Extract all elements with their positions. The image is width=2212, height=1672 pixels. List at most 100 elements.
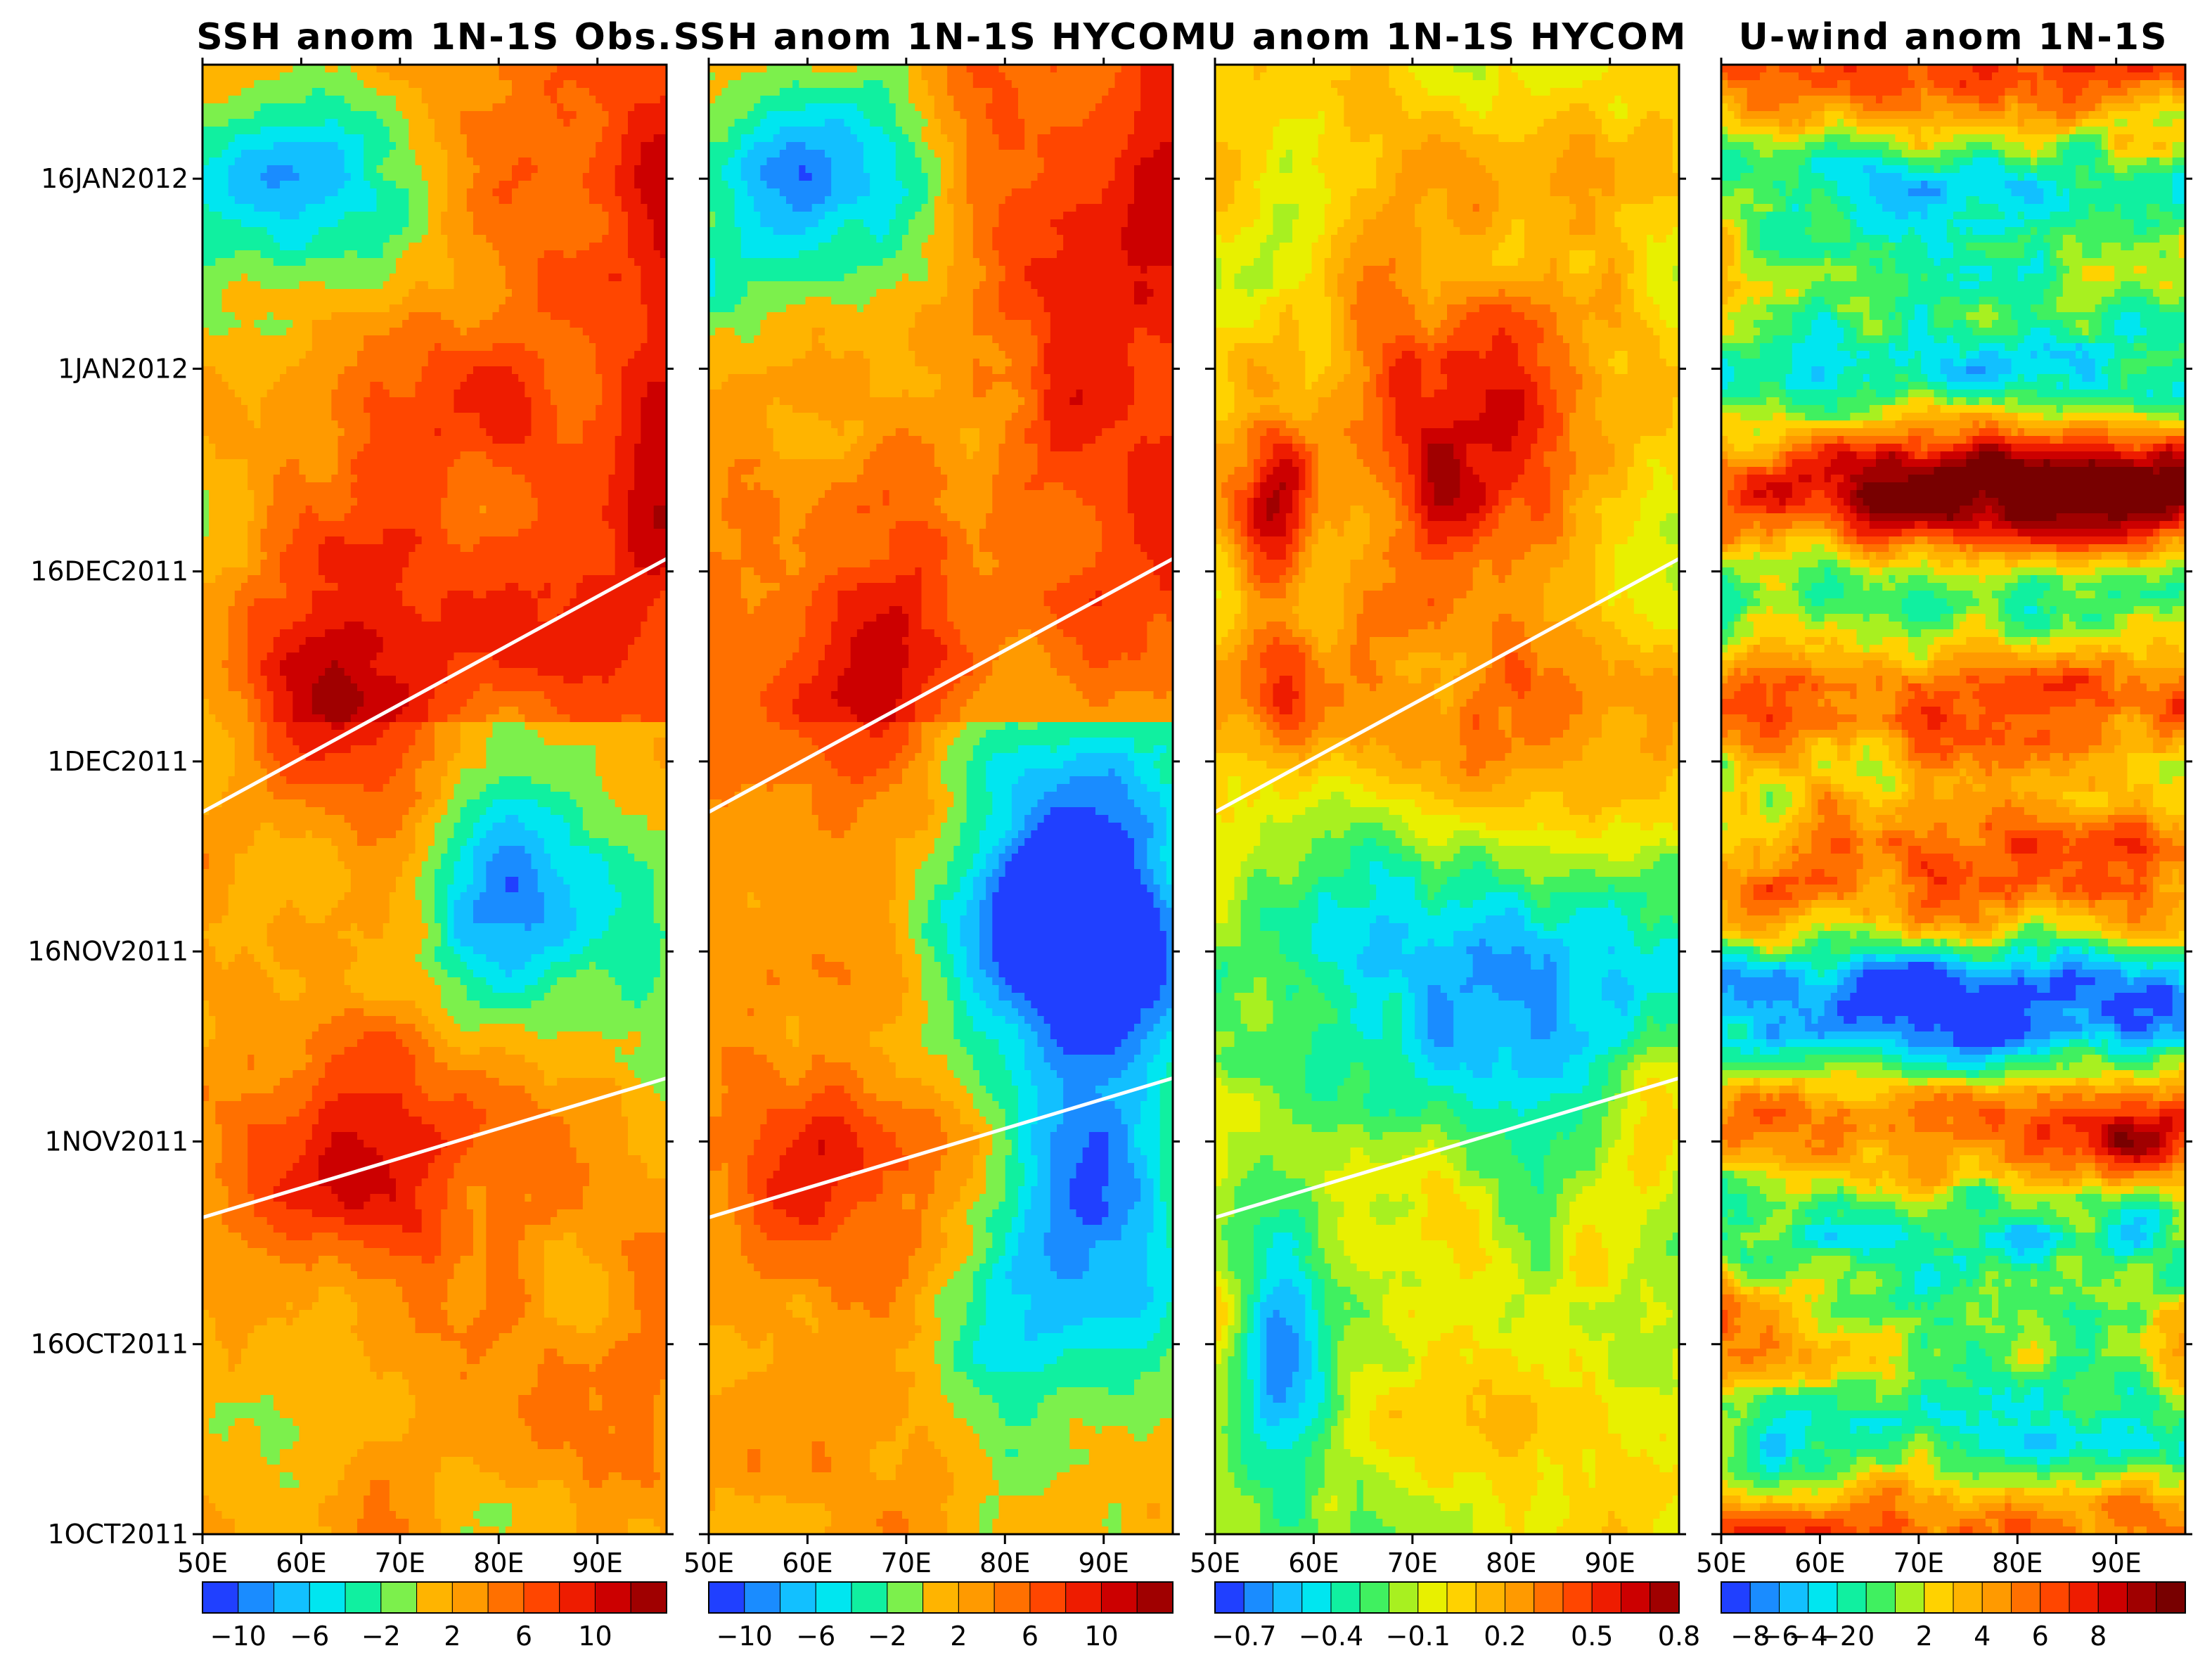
- heatmap-cell: [1005, 1240, 1019, 1249]
- heatmap-cell: [505, 815, 519, 823]
- heatmap-cell: [499, 776, 532, 785]
- heatmap-cell: [927, 235, 954, 243]
- heatmap-cell: [1492, 212, 1576, 220]
- heatmap-cell: [266, 1318, 287, 1326]
- heatmap-cell: [863, 722, 890, 731]
- heatmap-cell: [1666, 467, 1679, 475]
- heatmap-cell: [947, 475, 993, 483]
- heatmap-cell: [382, 1155, 435, 1164]
- heatmap-cell: [818, 1325, 922, 1334]
- heatmap-cell: [747, 1178, 768, 1187]
- heatmap-cell: [1498, 80, 1525, 89]
- heatmap-cell: [709, 335, 742, 344]
- heatmap-cell: [202, 359, 300, 367]
- heatmap-cell: [266, 652, 287, 661]
- heatmap-cell: [344, 96, 397, 104]
- heatmap-cell: [447, 529, 519, 537]
- heatmap-cell: [1018, 88, 1109, 96]
- heatmap-cell: [582, 328, 648, 336]
- heatmap-cell: [1337, 289, 1358, 297]
- heatmap-cell: [228, 142, 274, 150]
- heatmap-cell: [441, 792, 455, 800]
- heatmap-cell: [247, 1147, 307, 1156]
- heatmap-cell: [1159, 769, 1173, 777]
- heatmap-cell: [1011, 1001, 1031, 1009]
- heatmap-cell: [473, 1526, 500, 1534]
- heatmap-cell: [570, 1140, 629, 1148]
- heatmap-cell: [1311, 250, 1332, 259]
- heatmap-cell: [364, 1140, 448, 1148]
- heatmap-cell: [241, 320, 255, 328]
- heatmap-cell: [986, 1364, 1045, 1372]
- heatmap-cell: [1273, 142, 1319, 150]
- heatmap-cell: [499, 846, 525, 854]
- heatmap-cell: [531, 776, 603, 785]
- heatmap-cell: [870, 297, 941, 305]
- heatmap-cell: [1614, 212, 1679, 220]
- heatmap-cell: [209, 699, 248, 707]
- heatmap-cell: [947, 591, 1045, 599]
- heatmap-cell: [531, 1001, 635, 1009]
- heatmap-cell: [492, 188, 513, 197]
- heatmap-cell: [1260, 304, 1287, 313]
- heatmap-cell: [1331, 250, 1351, 259]
- heatmap-cell: [998, 962, 1167, 970]
- heatmap-cell: [1447, 382, 1538, 390]
- heatmap-cell: [576, 1526, 629, 1534]
- heatmap-cell: [653, 1403, 667, 1411]
- heatmap-cell: [818, 1140, 825, 1148]
- heatmap-cell: [357, 1519, 409, 1527]
- heatmap-cell: [382, 784, 416, 792]
- heatmap-cell: [466, 1372, 539, 1380]
- heatmap-cell: [241, 1349, 364, 1357]
- heatmap-cell: [454, 877, 474, 885]
- heatmap-cell: [1159, 1186, 1173, 1195]
- heatmap-cell: [786, 1024, 799, 1032]
- heatmap-cell: [473, 915, 545, 924]
- heatmap-cell: [927, 915, 941, 924]
- heatmap-cell: [247, 622, 293, 630]
- heatmap-cell: [344, 513, 442, 522]
- heatmap-cell: [1166, 900, 1173, 908]
- heatmap-cell: [786, 1302, 813, 1311]
- heatmap-cell: [728, 490, 774, 499]
- heatmap-cell: [1421, 227, 1460, 236]
- heatmap-cell: [370, 436, 494, 444]
- heatmap-cell: [998, 134, 1025, 143]
- heatmap-cell: [202, 1202, 229, 1210]
- heatmap-cell: [544, 1070, 635, 1079]
- heatmap-cell: [1153, 1225, 1167, 1233]
- heatmap-cell: [582, 436, 616, 444]
- heatmap-cell: [1666, 359, 1679, 367]
- heatmap-cell: [1140, 1047, 1161, 1055]
- heatmap-cell: [1350, 312, 1415, 321]
- heatmap-cell: [747, 111, 768, 120]
- heatmap-cell: [941, 1287, 974, 1295]
- heatmap-cell: [454, 869, 474, 877]
- heatmap-cell: [992, 1124, 1006, 1133]
- heatmap-cell: [979, 1441, 1070, 1450]
- heatmap-cell: [953, 258, 980, 266]
- heatmap-cell: [1147, 1031, 1167, 1040]
- heatmap-cell: [1344, 297, 1358, 305]
- heatmap-cell: [1050, 1031, 1128, 1040]
- heatmap-cell: [779, 498, 819, 506]
- heatmap-cell: [473, 908, 545, 916]
- heatmap-cell: [721, 1093, 813, 1102]
- heatmap-cell: [305, 830, 313, 839]
- heatmap-cell: [709, 869, 896, 877]
- heatmap-cell: [876, 235, 884, 243]
- heatmap-cell: [512, 1325, 577, 1334]
- heatmap-cell: [215, 1117, 287, 1125]
- heatmap-cell: [1415, 335, 1448, 344]
- heatmap-cell: [608, 792, 667, 800]
- heatmap-cell: [427, 212, 442, 220]
- heatmap-cell: [202, 892, 229, 901]
- heatmap-cell: [1421, 390, 1435, 398]
- heatmap-cell: [447, 490, 532, 499]
- heatmap-cell: [1121, 1070, 1147, 1079]
- heatmap-cell: [895, 892, 915, 901]
- heatmap-cell: [273, 482, 352, 491]
- heatmap-cell: [1640, 119, 1673, 127]
- heatmap-cell: [1031, 366, 1045, 375]
